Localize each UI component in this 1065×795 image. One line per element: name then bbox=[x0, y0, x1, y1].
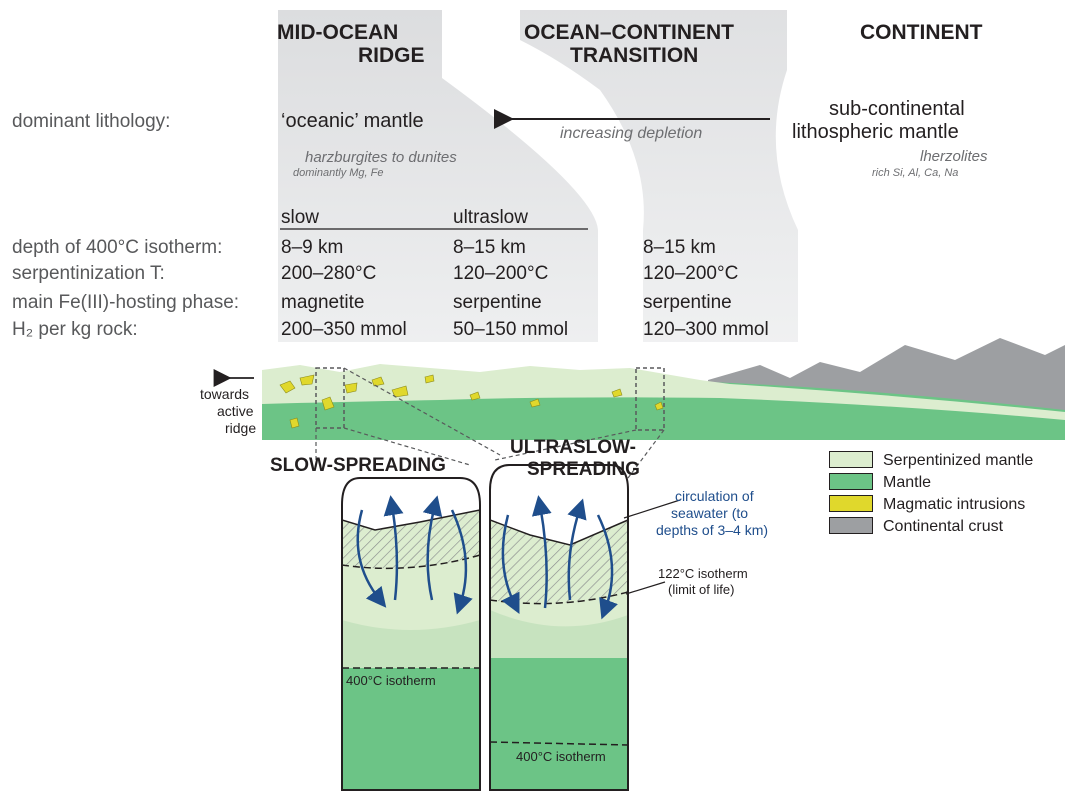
legend-label: Serpentinized mantle bbox=[883, 452, 1034, 469]
row-label-serpentinization: serpentinization T: bbox=[12, 263, 165, 284]
col-ultraslow: ultraslow bbox=[453, 207, 528, 228]
legend-swatch-serpentinized bbox=[829, 451, 873, 468]
towards-label-1: towards bbox=[200, 386, 250, 402]
ridge-header-line1: MID-OCEAN bbox=[277, 21, 399, 44]
row-label-fe-phase: main Fe(III)-hosting phase: bbox=[12, 292, 240, 313]
ultraslow-panel bbox=[489, 464, 629, 791]
towards-label-3: ridge bbox=[225, 420, 257, 436]
row-fe-slow: magnetite bbox=[281, 292, 365, 313]
ultraslow-circulation-arrows bbox=[501, 495, 618, 620]
lithology-label: dominant lithology: bbox=[12, 111, 171, 132]
legend-item-serpentinized: Serpentinized mantle bbox=[829, 450, 1039, 471]
continental-mantle-line1: sub-continental bbox=[829, 98, 965, 120]
row-depth-slow: 8–9 km bbox=[281, 237, 344, 258]
magmatic-intrusions bbox=[279, 374, 664, 429]
legend-label: Magmatic intrusions bbox=[883, 496, 1026, 513]
oceanic-sub: harzburgites to dunites bbox=[305, 149, 457, 166]
legend: Serpentinized mantle Mantle Magmatic int… bbox=[829, 450, 1065, 540]
row-h2-slow: 200–350 mmol bbox=[281, 319, 407, 340]
slow-panel-title: SLOW-SPREADING bbox=[270, 455, 446, 476]
col-slow: slow bbox=[281, 207, 320, 228]
depletion-label: increasing depletion bbox=[560, 125, 703, 142]
circulation-label-1: circulation of bbox=[675, 488, 754, 504]
row-serp-transition: 120–200°C bbox=[643, 263, 739, 284]
continental-sub: lherzolites bbox=[920, 148, 988, 165]
continental-sub2: rich Si, Al, Ca, Na bbox=[872, 167, 959, 179]
legend-item-mantle: Mantle bbox=[829, 472, 1039, 493]
legend-label: Continental crust bbox=[883, 518, 1004, 535]
oceanic-sub2: dominantly Mg, Fe bbox=[293, 167, 384, 179]
ultraslow-400-isotherm: 400°C isotherm bbox=[516, 749, 606, 764]
row-fe-ultraslow: serpentine bbox=[453, 292, 542, 313]
row-depth-ultraslow: 8–15 km bbox=[453, 237, 526, 258]
transition-header-line1: OCEAN–CONTINENT bbox=[524, 21, 735, 44]
slow-zoom-box bbox=[315, 367, 345, 429]
row-depth-transition: 8–15 km bbox=[643, 237, 716, 258]
legend-swatch-crust bbox=[829, 517, 873, 534]
continental-mantle-line2: lithospheric mantle bbox=[792, 121, 959, 143]
continent-header: CONTINENT bbox=[860, 21, 983, 44]
circulation-label-3: depths of 3–4 km) bbox=[656, 522, 769, 538]
cross-section bbox=[213, 338, 1065, 479]
isotherm-122-label-2: (limit of life) bbox=[668, 582, 735, 597]
slow-400-isotherm: 400°C isotherm bbox=[346, 673, 436, 688]
row-serp-ultraslow: 120–200°C bbox=[453, 263, 549, 284]
row-h2-transition: 120–300 mmol bbox=[643, 319, 769, 340]
ultraslow-zoom-box bbox=[635, 367, 665, 431]
legend-swatch-mantle bbox=[829, 473, 873, 490]
row-label-h2: H₂ per kg rock: bbox=[12, 319, 138, 340]
legend-item-crust: Continental crust bbox=[829, 516, 1039, 537]
legend-swatch-intrusions bbox=[829, 495, 873, 512]
slow-panel bbox=[341, 477, 481, 791]
row-h2-ultraslow: 50–150 mmol bbox=[453, 319, 569, 340]
row-fe-transition: serpentine bbox=[643, 292, 732, 313]
ultraslow-panel-title-1: ULTRASLOW- bbox=[510, 437, 636, 458]
slow-circulation-arrows bbox=[356, 495, 473, 615]
isotherm-122-label-1: 122°C isotherm bbox=[658, 566, 748, 581]
towards-label-2: active bbox=[217, 403, 254, 419]
row-label-depth: depth of 400°C isotherm: bbox=[12, 237, 223, 258]
ridge-header-line2: RIDGE bbox=[358, 44, 425, 67]
transition-header-line2: TRANSITION bbox=[570, 44, 699, 67]
transition-column-bg bbox=[520, 10, 798, 342]
ridge-column-bg bbox=[278, 10, 598, 342]
legend-item-intrusions: Magmatic intrusions bbox=[829, 494, 1039, 515]
circulation-label-2: seawater (to bbox=[671, 505, 749, 521]
oceanic-mantle: ‘oceanic’ mantle bbox=[281, 110, 424, 132]
ultraslow-panel-title-2: SPREADING bbox=[527, 459, 640, 480]
row-serp-slow: 200–280°C bbox=[281, 263, 377, 284]
legend-label: Mantle bbox=[883, 474, 932, 491]
